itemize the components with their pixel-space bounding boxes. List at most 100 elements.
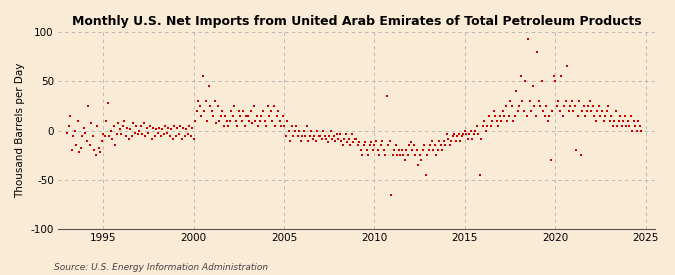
Point [101, 119, 112, 123]
Point [137, 131, 148, 136]
Point [235, 114, 246, 118]
Point [527, 84, 538, 89]
Point [191, 109, 202, 113]
Point [553, 99, 564, 103]
Point [109, 123, 119, 128]
Point [476, 136, 487, 141]
Point [434, 138, 445, 143]
Point [631, 128, 642, 133]
Point [493, 123, 504, 128]
Point [431, 153, 441, 158]
Point [63, 123, 74, 128]
Point [405, 140, 416, 145]
Point [273, 109, 284, 113]
Point [157, 126, 167, 131]
Point [246, 109, 256, 113]
Point [182, 131, 193, 136]
Point [554, 109, 565, 113]
Point [368, 148, 379, 153]
Point [570, 104, 580, 108]
Point [487, 119, 497, 123]
Point [472, 123, 483, 128]
Point [499, 114, 510, 118]
Point [358, 143, 369, 148]
Point [624, 123, 634, 128]
Point [306, 128, 317, 133]
Point [591, 119, 601, 123]
Point [319, 133, 330, 138]
Point [551, 104, 562, 108]
Point [229, 104, 240, 108]
Point [630, 123, 641, 128]
Point [333, 136, 344, 141]
Point [399, 158, 410, 163]
Point [548, 74, 559, 79]
Point [454, 131, 464, 136]
Point [190, 119, 200, 123]
Point [377, 138, 387, 143]
Point [384, 138, 395, 143]
Point [240, 123, 250, 128]
Point [132, 131, 143, 136]
Point [605, 114, 616, 118]
Point [576, 153, 587, 158]
Point [541, 104, 551, 108]
Point [323, 140, 333, 145]
Point [304, 133, 315, 138]
Point [188, 136, 199, 141]
Point [269, 123, 280, 128]
Point [369, 143, 380, 148]
Point [440, 143, 451, 148]
Point [113, 120, 124, 125]
Point [244, 119, 255, 123]
Point [290, 128, 300, 133]
Point [203, 84, 214, 89]
Point [422, 153, 433, 158]
Point [478, 123, 489, 128]
Point [295, 138, 306, 143]
Point [158, 131, 169, 136]
Point [148, 125, 159, 130]
Point [468, 131, 479, 136]
Point [165, 126, 176, 131]
Point [154, 125, 165, 130]
Point [621, 123, 632, 128]
Point [564, 109, 574, 113]
Point [418, 143, 429, 148]
Point [234, 109, 244, 113]
Point [116, 131, 127, 136]
Point [473, 131, 484, 136]
Point [193, 99, 204, 103]
Point [261, 123, 271, 128]
Point [362, 148, 373, 153]
Point [517, 99, 528, 103]
Point [592, 109, 603, 113]
Point [383, 143, 394, 148]
Point [336, 138, 347, 143]
Point [171, 125, 182, 130]
Point [636, 128, 647, 133]
Point [81, 138, 92, 143]
Point [466, 128, 477, 133]
Point [241, 114, 252, 118]
Point [170, 133, 181, 138]
Point [354, 140, 364, 145]
Point [550, 79, 561, 84]
Point [587, 104, 598, 108]
Point [502, 119, 512, 123]
Point [408, 143, 419, 148]
Point [214, 119, 225, 123]
Point [425, 143, 435, 148]
Point [223, 123, 234, 128]
Point [131, 123, 142, 128]
Point [503, 114, 514, 118]
Point [77, 133, 88, 138]
Point [144, 123, 155, 128]
Point [618, 119, 628, 123]
Point [348, 140, 359, 145]
Point [232, 123, 243, 128]
Point [84, 143, 95, 148]
Point [78, 125, 89, 130]
Point [589, 114, 600, 118]
Point [202, 119, 213, 123]
